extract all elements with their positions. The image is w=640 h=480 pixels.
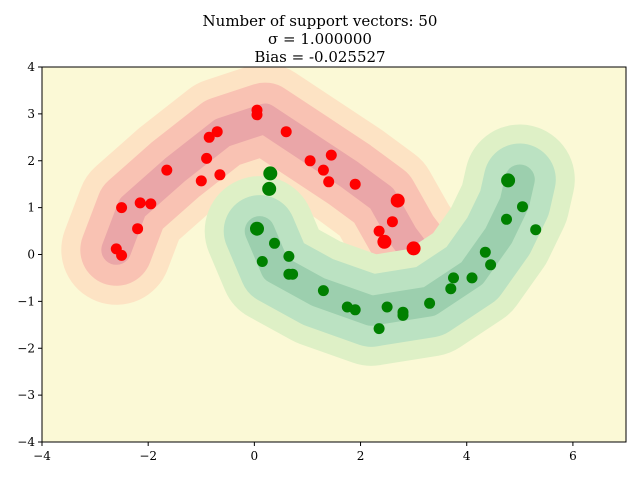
y-tick-label: 0 <box>27 248 35 262</box>
green-point <box>256 256 268 267</box>
green-point <box>479 246 491 258</box>
green-point <box>349 304 361 316</box>
title-line-1: Number of support vectors: 50 <box>202 12 438 30</box>
y-tick-label: 1 <box>27 201 35 215</box>
red-point <box>323 176 335 188</box>
y-tick-label: −4 <box>17 435 35 449</box>
y-tick-label: 4 <box>27 60 35 74</box>
red-point <box>201 152 213 164</box>
green-point <box>269 237 280 249</box>
x-tick-label: 0 <box>251 449 259 463</box>
green-point <box>381 301 393 313</box>
x-tick-label: 2 <box>357 449 365 463</box>
green-point <box>373 323 385 335</box>
red-point <box>251 109 263 121</box>
x-tick-label: −4 <box>33 449 51 463</box>
green-point <box>530 224 542 236</box>
green-point-support-vector <box>262 181 277 196</box>
green-point <box>424 297 436 309</box>
red-point <box>134 197 146 209</box>
title-line-2: σ = 1.000000 <box>268 30 372 48</box>
green-point <box>501 213 512 225</box>
x-tick-label: 4 <box>463 449 471 463</box>
x-tick-label: 6 <box>569 449 577 463</box>
red-point <box>317 164 329 176</box>
y-tick-label: −3 <box>17 388 35 402</box>
data-points <box>110 104 542 335</box>
red-point <box>211 126 223 138</box>
red-point-support-vector <box>406 241 421 256</box>
red-point <box>161 164 173 176</box>
red-point <box>304 155 316 167</box>
y-tick-label: 2 <box>27 154 35 168</box>
red-point <box>214 169 226 181</box>
red-point <box>116 249 128 261</box>
red-point <box>280 126 292 138</box>
green-point <box>466 272 478 284</box>
red-point <box>195 175 207 187</box>
red-point <box>349 178 361 190</box>
green-point <box>448 272 459 284</box>
y-tick-label: 3 <box>27 107 35 121</box>
green-point <box>283 250 295 262</box>
red-point <box>373 225 385 237</box>
red-point <box>386 216 398 228</box>
green-point <box>485 259 497 271</box>
red-point <box>145 198 157 210</box>
red-point <box>325 149 337 161</box>
y-tick-label: −2 <box>17 341 35 355</box>
green-point-support-vector <box>250 221 264 236</box>
y-axis-ticks: −4 −3 −2 −1 0 1 2 3 4 <box>17 60 42 449</box>
x-tick-label: −2 <box>139 449 157 463</box>
title-line-3: Bias = -0.025527 <box>254 48 386 66</box>
green-point-support-vector <box>263 166 278 181</box>
red-point <box>116 202 128 214</box>
red-point-support-vector <box>390 193 405 208</box>
green-point <box>445 283 457 295</box>
red-point-support-vector <box>377 234 392 249</box>
green-point <box>517 201 528 213</box>
green-point <box>317 285 329 297</box>
green-point <box>287 268 299 280</box>
x-axis-ticks: −4 −2 0 2 4 6 <box>33 442 577 463</box>
green-point-support-vector <box>501 173 516 188</box>
red-point <box>132 223 144 235</box>
red-point <box>203 131 215 143</box>
y-tick-label: −1 <box>17 294 35 308</box>
green-point <box>397 309 409 321</box>
